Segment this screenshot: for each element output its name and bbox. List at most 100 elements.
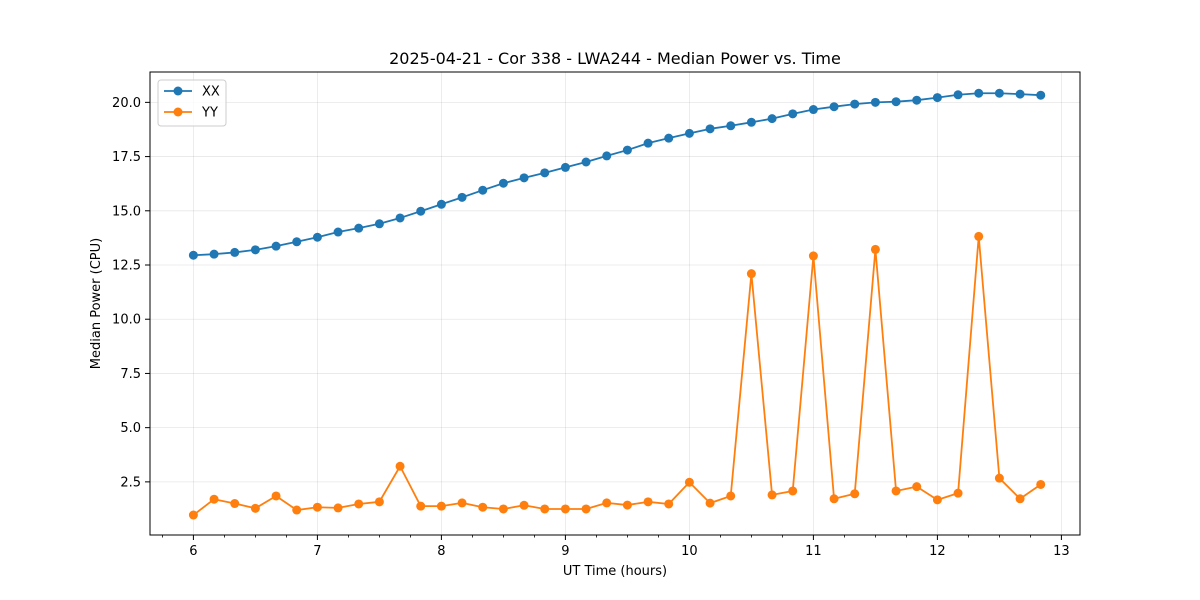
data-point-yy — [1015, 494, 1025, 504]
y-tick-label: 15.0 — [112, 204, 141, 219]
data-point-yy — [498, 504, 508, 514]
data-point-yy — [540, 504, 550, 514]
data-point-yy — [974, 231, 984, 241]
data-point-xx — [457, 192, 467, 202]
data-point-xx — [664, 133, 674, 143]
data-point-yy — [932, 495, 942, 505]
data-point-yy — [271, 491, 281, 501]
data-point-yy — [850, 489, 860, 499]
data-point-yy — [395, 461, 405, 471]
data-point-xx — [312, 232, 322, 242]
y-tick-label: 5.0 — [120, 421, 141, 436]
data-point-yy — [436, 501, 446, 511]
data-point-xx — [746, 117, 756, 127]
data-point-yy — [581, 504, 591, 514]
data-point-xx — [354, 223, 364, 233]
data-point-yy — [953, 488, 963, 498]
x-tick-label: 7 — [313, 544, 321, 559]
data-point-xx — [333, 227, 343, 237]
data-point-xx — [850, 99, 860, 109]
legend: XX YY — [157, 79, 227, 127]
data-point-xx — [726, 121, 736, 131]
x-tick-label: 13 — [1053, 544, 1070, 559]
x-tick-label: 8 — [437, 544, 445, 559]
data-point-xx — [705, 124, 715, 134]
data-point-xx — [829, 102, 839, 112]
x-tick-label: 9 — [561, 544, 569, 559]
data-point-yy — [416, 501, 426, 511]
data-point-yy — [374, 497, 384, 507]
data-point-xx — [188, 250, 198, 260]
data-point-xx — [395, 213, 405, 223]
data-point-yy — [478, 502, 488, 512]
data-point-yy — [726, 491, 736, 501]
y-tick-label: 20.0 — [112, 96, 141, 111]
x-tick-label: 10 — [681, 544, 698, 559]
data-point-yy — [643, 497, 653, 507]
data-point-yy — [519, 500, 529, 510]
data-point-xx — [498, 178, 508, 188]
data-point-xx — [891, 97, 901, 107]
data-point-xx — [209, 249, 219, 259]
data-point-xx — [292, 237, 302, 247]
data-point-xx — [271, 241, 281, 251]
data-point-xx — [953, 90, 963, 100]
legend-swatch-marker — [173, 86, 183, 96]
y-tick-label: 7.5 — [120, 367, 141, 382]
axis-ticks: 6 7 8 9 10 11 12 13 2.5 5.0 7.5 10.0 12.5 15.0 17.5 20.… — [112, 96, 1070, 559]
data-point-yy — [354, 499, 364, 509]
data-point-yy — [912, 482, 922, 492]
y-tick-label: 10.0 — [112, 313, 141, 328]
y-axis-label: Median Power (CPU) — [89, 238, 104, 369]
data-point-xx — [540, 168, 550, 178]
chart-title: 2025-04-21 - Cor 338 - LWA244 - Median P… — [389, 49, 841, 68]
data-point-xx — [581, 157, 591, 167]
data-point-yy — [788, 486, 798, 496]
data-point-yy — [602, 498, 612, 508]
data-point-yy — [230, 499, 240, 509]
data-point-yy — [705, 498, 715, 508]
data-point-xx — [230, 247, 240, 257]
legend-swatch-marker — [173, 107, 183, 117]
data-point-xx — [1036, 90, 1046, 100]
data-point-xx — [560, 162, 570, 172]
data-point-yy — [622, 500, 632, 510]
legend-label: XX — [202, 85, 220, 100]
data-point-xx — [416, 206, 426, 216]
y-tick-label: 17.5 — [112, 150, 141, 165]
data-point-yy — [188, 510, 198, 520]
series-group — [188, 88, 1046, 520]
data-point-yy — [560, 504, 570, 514]
x-tick-label: 6 — [189, 544, 197, 559]
data-point-yy — [684, 477, 694, 487]
data-point-xx — [643, 138, 653, 148]
data-point-yy — [209, 494, 219, 504]
data-point-xx — [788, 109, 798, 119]
data-point-yy — [870, 244, 880, 254]
data-point-xx — [684, 128, 694, 138]
data-point-xx — [974, 88, 984, 98]
data-point-yy — [829, 494, 839, 504]
x-axis-label: UT Time (hours) — [563, 564, 667, 579]
data-point-yy — [767, 490, 777, 500]
x-tick-label: 11 — [805, 544, 822, 559]
data-point-xx — [994, 88, 1004, 98]
data-point-yy — [292, 505, 302, 515]
data-point-xx — [478, 185, 488, 195]
grid-lines — [150, 72, 1080, 535]
data-point-yy — [994, 473, 1004, 483]
data-point-yy — [457, 498, 467, 508]
data-point-xx — [932, 93, 942, 103]
data-point-xx — [622, 145, 632, 155]
data-point-xx — [519, 173, 529, 183]
plot-area — [149, 71, 1081, 536]
data-point-xx — [767, 114, 777, 124]
data-point-yy — [250, 503, 260, 513]
data-point-xx — [436, 199, 446, 209]
data-point-xx — [870, 97, 880, 107]
y-tick-label: 2.5 — [120, 475, 141, 490]
data-point-yy — [664, 499, 674, 509]
data-point-yy — [746, 269, 756, 279]
data-point-xx — [1015, 89, 1025, 99]
